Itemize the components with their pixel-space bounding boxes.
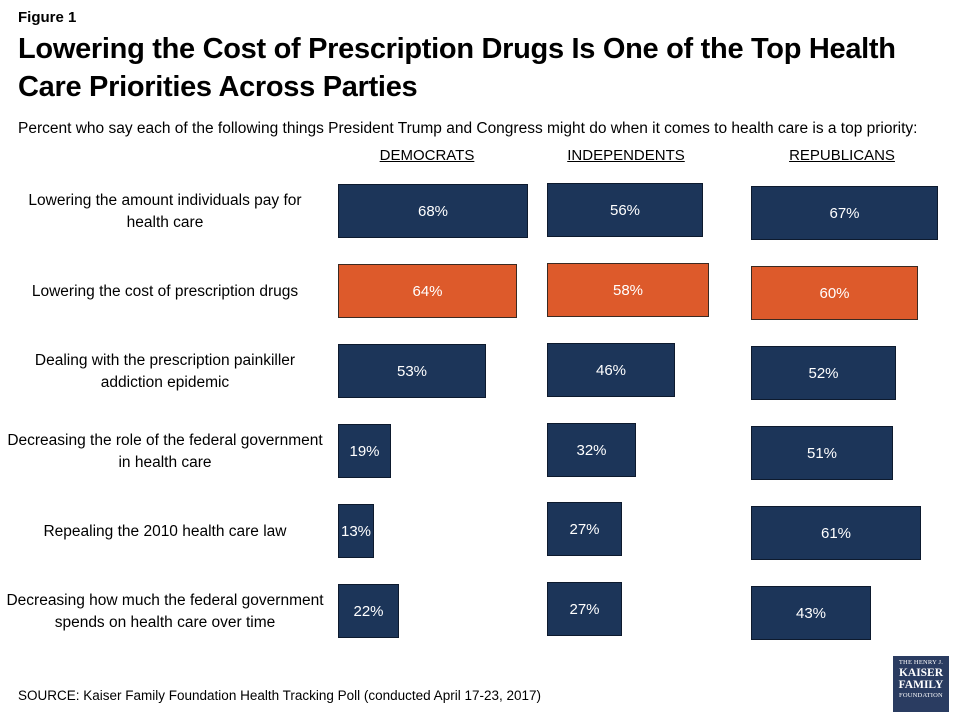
bar-democrats: 53% (338, 344, 486, 398)
source-note: SOURCE: Kaiser Family Foundation Health … (18, 688, 541, 703)
data-label: 58% (612, 281, 644, 299)
category-label: Lowering the amount individuals pay for … (28, 192, 302, 231)
category-label: Dealing with the prescription painkiller… (34, 352, 296, 391)
column-header-democrats: DEMOCRATS (379, 147, 475, 164)
bar-republicans: 43% (751, 586, 871, 640)
data-label: 56% (609, 201, 641, 219)
bar-independents: 27% (547, 582, 622, 636)
logo-line-2: KAISER (898, 667, 944, 679)
category-label: Repealing the 2010 health care law (43, 523, 287, 540)
bar-republicans: 60% (751, 266, 918, 320)
data-label: 67% (829, 204, 860, 222)
bar-independents: 27% (547, 502, 622, 556)
category-label: Decreasing the role of the federal gover… (7, 432, 323, 471)
data-label: 32% (576, 441, 607, 459)
bar-independents: 56% (547, 183, 703, 237)
bar-independents: 32% (547, 423, 636, 477)
data-label: 27% (569, 520, 600, 538)
data-label: 60% (819, 284, 850, 302)
data-label: 22% (353, 602, 384, 620)
column-header-republicans: REPUBLICANS (789, 147, 895, 164)
data-label: 43% (795, 604, 827, 622)
bar-republicans: 51% (751, 426, 893, 480)
chart-subtitle: Percent who say each of the following th… (18, 120, 918, 137)
data-label: 27% (569, 600, 600, 618)
bar-democrats: 13% (338, 504, 374, 558)
bar-republicans: 52% (751, 346, 896, 400)
logo-line-3: FAMILY (898, 679, 944, 691)
logo-line-4: FOUNDATION (899, 692, 943, 699)
data-label: 52% (808, 364, 839, 382)
bar-republicans: 61% (751, 506, 921, 560)
bar-independents: 46% (547, 343, 675, 397)
column-header-independents: INDEPENDENTS (567, 147, 685, 164)
data-label: 61% (820, 524, 852, 542)
kff-logo: THE HENRY J. KAISER FAMILY FOUNDATION (893, 656, 949, 712)
bar-democrats: 19% (338, 424, 391, 478)
bar-democrats: 64% (338, 264, 517, 318)
bar-democrats: 68% (338, 184, 528, 238)
chart-title: Lowering the Cost of Prescription Drugs … (18, 33, 896, 103)
data-label: 64% (412, 282, 443, 300)
data-label: 68% (417, 202, 449, 220)
figure-label: Figure 1 (18, 9, 77, 26)
bar-independents: 58% (547, 263, 709, 317)
category-label: Decreasing how much the federal governme… (6, 592, 324, 631)
category-label: Lowering the cost of prescription drugs (31, 283, 299, 300)
bar-democrats: 22% (338, 584, 399, 638)
data-label: 13% (340, 522, 372, 540)
data-label: 53% (396, 362, 428, 380)
data-label: 19% (349, 442, 380, 460)
logo-line-1: THE HENRY J. (898, 659, 944, 666)
bar-republicans: 67% (751, 186, 938, 240)
data-label: 51% (806, 444, 838, 462)
data-label: 46% (595, 361, 627, 379)
